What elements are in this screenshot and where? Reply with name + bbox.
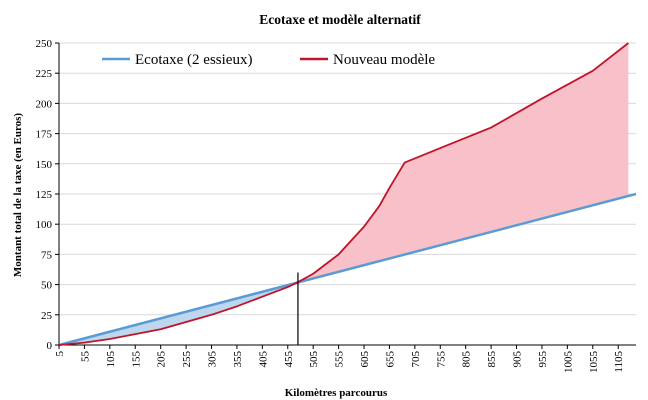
series-line-ecotaxe xyxy=(58,192,637,347)
x-tick-label: 905 xyxy=(512,351,524,368)
y-tick-label: 200 xyxy=(36,98,53,110)
series-line-nouveau xyxy=(58,42,629,346)
y-tick-label: 225 xyxy=(36,68,53,80)
x-tick-label: 755 xyxy=(435,351,447,368)
x-tick-label: 855 xyxy=(486,351,498,368)
y-tick-label: 50 xyxy=(41,280,53,292)
chart-title: Ecotaxe et modèle alternatif xyxy=(259,12,421,27)
x-axis-label: Kilomètres parcourus xyxy=(285,387,388,399)
area-fill-nouveau xyxy=(297,43,629,283)
x-tick-label: 1055 xyxy=(588,351,600,374)
legend: Ecotaxe (2 essieux) Nouveau modèle xyxy=(102,52,435,68)
x-tick-label: 55 xyxy=(79,351,91,363)
y-axis-label: Montant total de la taxe (en Euros) xyxy=(12,113,24,278)
x-tick-label: 805 xyxy=(461,351,473,368)
y-tick-label: 125 xyxy=(36,189,53,201)
x-tick-label: 1105 xyxy=(613,351,625,373)
x-tick-label: 555 xyxy=(334,351,346,368)
y-tick-label: 25 xyxy=(41,310,53,322)
x-tick-label: 105 xyxy=(105,351,117,368)
x-tick-label: 955 xyxy=(537,351,549,368)
x-tick-label: 505 xyxy=(308,351,320,368)
x-tick-label: 305 xyxy=(207,351,219,368)
y-tick-label: 0 xyxy=(47,340,53,352)
legend-label-ecotaxe: Ecotaxe (2 essieux) xyxy=(135,52,252,68)
y-tick-label: 100 xyxy=(36,219,53,231)
x-tick-label: 205 xyxy=(156,351,168,368)
x-tick-label: 655 xyxy=(384,351,396,368)
x-tick-label: 605 xyxy=(359,351,371,368)
x-tick-label: 1005 xyxy=(562,351,574,374)
x-tick-label: 5 xyxy=(54,351,66,357)
x-tick-label: 255 xyxy=(181,351,193,368)
x-tick-label: 155 xyxy=(130,351,142,368)
x-tick-label: 455 xyxy=(283,351,295,368)
x-tick-label: 405 xyxy=(257,351,269,368)
legend-label-nouveau: Nouveau modèle xyxy=(333,52,435,68)
y-tick-label: 250 xyxy=(36,38,53,50)
y-tick-label: 175 xyxy=(36,129,53,141)
x-tick-label: 355 xyxy=(232,351,244,368)
y-tick-label: 75 xyxy=(41,249,53,261)
y-tick-label: 150 xyxy=(36,159,53,171)
x-tick-label: 705 xyxy=(410,351,422,368)
